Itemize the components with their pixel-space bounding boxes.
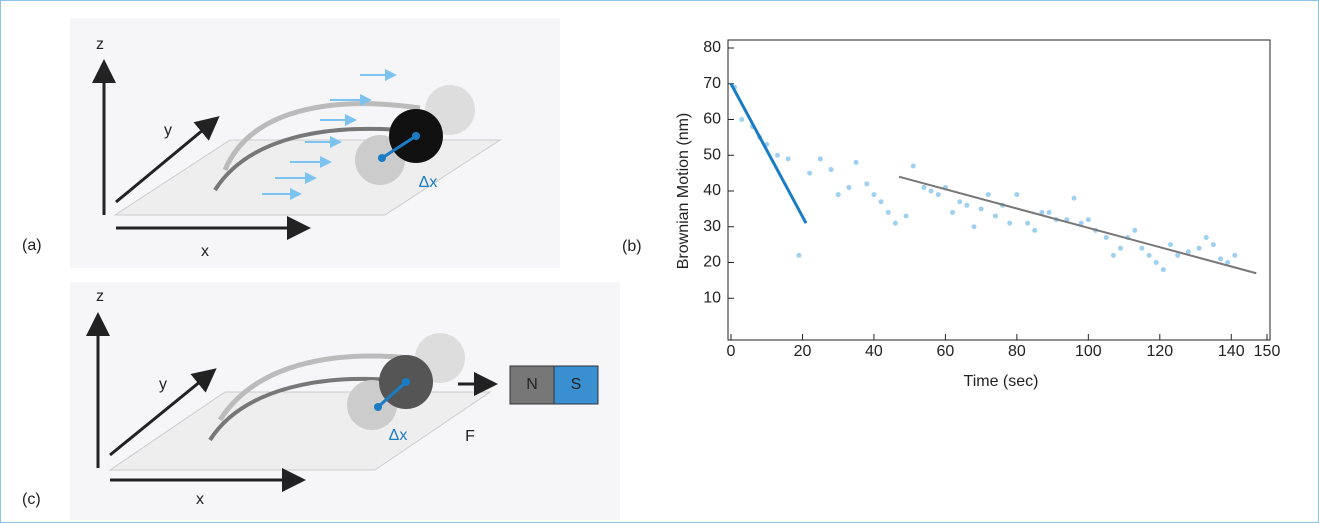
scatter-point — [1232, 253, 1237, 258]
force-label: F — [465, 428, 475, 445]
axis-label: x — [196, 491, 204, 508]
x-tick-label: 150 — [1254, 343, 1281, 360]
scatter-point — [971, 224, 976, 229]
plot-frame — [728, 40, 1270, 340]
panel-label: (c) — [22, 491, 41, 508]
x-tick-label: 140 — [1218, 343, 1245, 360]
scatter-point — [879, 199, 884, 204]
scatter-point — [911, 163, 916, 168]
x-tick-label: 120 — [1146, 343, 1173, 360]
scatter-point — [1161, 267, 1166, 272]
scatter-point — [775, 153, 780, 158]
scatter-point — [1154, 260, 1159, 265]
scatter-point — [1007, 221, 1012, 226]
scatter-point — [1111, 253, 1116, 258]
scatter-point — [1211, 242, 1216, 247]
figure: z y x Δx (a) z y x Δx F N S (c) (b) Brow… — [0, 0, 1319, 523]
y-tick-label: 60 — [703, 111, 721, 128]
magnet-pole: S — [571, 376, 582, 393]
scatter-point — [1072, 196, 1077, 201]
y-tick-label: 10 — [703, 289, 721, 306]
y-tick-label: 50 — [703, 146, 721, 163]
scatter-point — [1197, 246, 1202, 251]
scatter-point — [904, 214, 909, 219]
panel-label: (a) — [22, 237, 42, 254]
panel-label: (b) — [622, 238, 642, 255]
x-tick-label: 100 — [1075, 343, 1102, 360]
scatter-point — [1014, 192, 1019, 197]
scatter-point — [1104, 235, 1109, 240]
scatter-point — [871, 192, 876, 197]
x-tick-label: 80 — [1008, 343, 1026, 360]
scatter-point — [1132, 228, 1137, 233]
scatter-point — [1032, 228, 1037, 233]
scatter-point — [836, 192, 841, 197]
x-tick-label: 40 — [865, 343, 883, 360]
scatter-point — [1086, 217, 1091, 222]
scatter-point — [964, 203, 969, 208]
scatter-point — [796, 253, 801, 258]
y-tick-label: 80 — [703, 39, 721, 56]
scatter-point — [1147, 253, 1152, 258]
scatter-point — [921, 185, 926, 190]
scatter-point — [986, 192, 991, 197]
scatter-point — [1218, 256, 1223, 261]
magnet-pole: N — [526, 376, 538, 393]
axis-label: x — [201, 243, 209, 260]
plot: 10 20 30 40 50 60 70 80 0 20 40 60 80 100 120 140 150 — [703, 39, 1280, 360]
scatter-point — [893, 221, 898, 226]
x-tick-label: 60 — [937, 343, 955, 360]
scatter-point — [818, 156, 823, 161]
scatter-point — [1139, 246, 1144, 251]
x-tick-label: 20 — [794, 343, 812, 360]
scatter-point — [829, 167, 834, 172]
x-axis-title: Time (sec) — [964, 373, 1039, 390]
scatter-point — [950, 210, 955, 215]
scatter-point — [936, 192, 941, 197]
x-tick-label: 0 — [727, 343, 736, 360]
delta-label: Δx — [389, 427, 408, 444]
scatter-point — [979, 206, 984, 211]
scatter-point — [1175, 253, 1180, 258]
scatter-point — [993, 214, 998, 219]
y-tick-label: 40 — [703, 182, 721, 199]
axis-label: z — [96, 288, 104, 305]
scatter-point — [1118, 246, 1123, 251]
scatter-point — [854, 160, 859, 165]
y-tick-label: 30 — [703, 218, 721, 235]
scatter-point — [786, 156, 791, 161]
scatter-point — [739, 117, 744, 122]
scatter-point — [864, 181, 869, 186]
scatter-point — [846, 185, 851, 190]
y-tick-label: 20 — [703, 254, 721, 271]
scatter-point — [807, 171, 812, 176]
scatter-point — [1168, 242, 1173, 247]
scatter-point — [886, 210, 891, 215]
delta-label: Δx — [419, 174, 438, 191]
scatter-point — [1025, 221, 1030, 226]
scatter-point — [1204, 235, 1209, 240]
scatter-point — [1047, 210, 1052, 215]
axis-label: z — [96, 36, 104, 53]
page: {"panels": { "a": {"label": "(a)", "z": … — [0, 0, 1319, 523]
axis-label: y — [159, 376, 167, 393]
scatter-point — [957, 199, 962, 204]
scatter-point — [929, 189, 934, 194]
axis-label: y — [164, 122, 172, 139]
y-axis-title: Brownian Motion (nm) — [675, 113, 692, 270]
y-tick-label: 70 — [703, 75, 721, 92]
